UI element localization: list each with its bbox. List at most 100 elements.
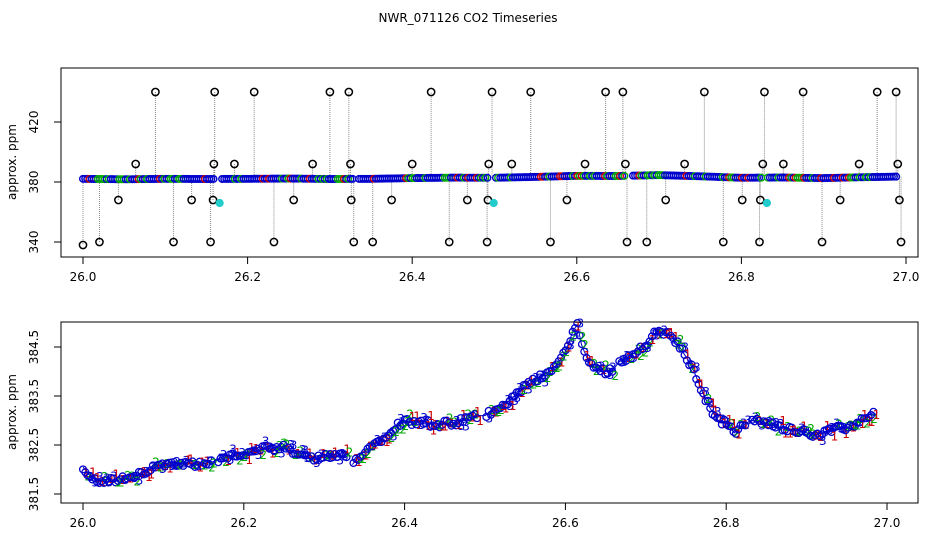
outlier-point [755,195,765,205]
series-3-label: 3 [301,443,309,457]
data-point [547,367,556,376]
series-3-label: 3 [105,475,113,489]
series-1-label: 1 [700,387,708,401]
series-3-label: 3 [322,449,330,463]
series-3-label: 3 [381,431,389,445]
top-y-tick-label: 340 [27,231,41,254]
data-point [396,421,405,430]
series-1-label: 1 [343,442,351,456]
outlier-point [526,87,536,97]
outlier-point [896,237,906,247]
series-1-label: 1 [94,471,102,485]
series-2-label: 2 [544,371,552,385]
outlier-point [718,237,728,247]
data-point [452,421,461,430]
series-3-label: 3 [96,470,104,484]
series-1-label: 1 [548,360,556,374]
data-point [855,418,864,427]
data-point [710,411,719,420]
series-2-label: 2 [85,469,93,483]
data-point [633,347,642,356]
series-2-label: 2 [796,424,804,438]
bottom-x-tick-label: 26.2 [230,516,257,530]
data-point [666,331,675,340]
outlier-point [758,159,768,169]
series-1-label: 1 [353,452,361,466]
series-2-label: 2 [847,419,855,433]
data-point [689,365,698,374]
series-2-label: 2 [628,352,636,366]
series-1-label: 1 [509,399,517,413]
bottom-y-axis: 381.5 382.5 383.5 384.5 [27,330,61,511]
bottom-x-axis: 26.0 26.2 26.4 26.6 26.8 27.0 [70,503,900,530]
outlier-point [798,87,808,97]
series-3-label: 3 [511,394,519,408]
outlier-point [187,195,196,205]
baseline-point [209,174,218,183]
data-point [144,467,153,477]
series-3-label: 3 [262,434,270,448]
outlier-point [208,195,218,205]
series-2-label: 2 [164,457,172,471]
series-1-label: 1 [490,405,498,419]
series-2-label: 2 [560,350,568,364]
series-2-label: 2 [863,416,871,430]
outlier-point [891,87,901,97]
series-2-label: 2 [705,392,713,406]
series-3-label: 3 [595,360,603,374]
series-3-label: 3 [514,391,522,405]
series-3-label: 3 [777,417,785,431]
series-1-label: 1 [849,420,857,434]
outlier-point [210,87,220,97]
series-1-label: 1 [868,415,876,429]
data-point [626,354,635,363]
outlier-point [308,159,317,169]
outlier-point [546,237,555,247]
data-point [815,432,824,441]
series-3-label: 3 [539,369,547,383]
series-2-label: 2 [775,425,783,439]
series-3-label: 3 [194,459,202,473]
series-2-label: 2 [210,457,218,471]
series-3-label: 3 [744,413,752,427]
series-2-label: 2 [178,458,186,472]
bottom-y-axis-label: approx. ppm [5,374,19,450]
series-2-label: 2 [546,365,554,379]
series-1-label: 1 [367,439,375,453]
bottom-x-tick-label: 26.8 [713,516,740,530]
series-2-label: 2 [497,403,505,417]
series-3-label: 3 [453,414,461,428]
data-point [570,324,580,333]
series-2-label: 2 [637,349,645,363]
outlier-point [507,159,517,169]
series-1-label: 1 [432,418,440,432]
outlier-point [230,159,239,169]
data-point [130,474,139,483]
series-2-label: 2 [733,427,741,441]
data-point [517,388,526,397]
outlier-point [622,237,632,247]
series-3-label: 3 [604,366,612,380]
top-x-tick-label: 26.2 [234,270,261,284]
series-3-label: 3 [110,470,118,484]
series-connector [351,323,875,465]
data-point [204,460,213,469]
data-point [435,423,444,432]
outlier-point [269,237,279,247]
series-1-label: 1 [224,454,232,468]
data-point [827,427,836,437]
outlier-point [893,159,903,169]
top-x-axis: 26.0 26.2 26.4 26.6 26.8 27.0 [70,257,919,284]
outlier-point [426,87,436,97]
series-2-label: 2 [243,447,251,461]
series-1-label: 1 [518,386,526,400]
data-point [734,425,743,434]
series-1-label: 1 [735,427,743,441]
series-3-label: 3 [136,473,144,487]
outlier-point [325,87,335,97]
outlier-point [151,87,160,97]
data-point [631,349,640,358]
outlier-point [289,195,299,205]
series-1-label: 1 [565,340,573,354]
series-2-label: 2 [677,333,685,347]
